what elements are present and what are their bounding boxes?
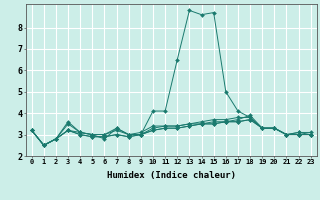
X-axis label: Humidex (Indice chaleur): Humidex (Indice chaleur) [107, 171, 236, 180]
